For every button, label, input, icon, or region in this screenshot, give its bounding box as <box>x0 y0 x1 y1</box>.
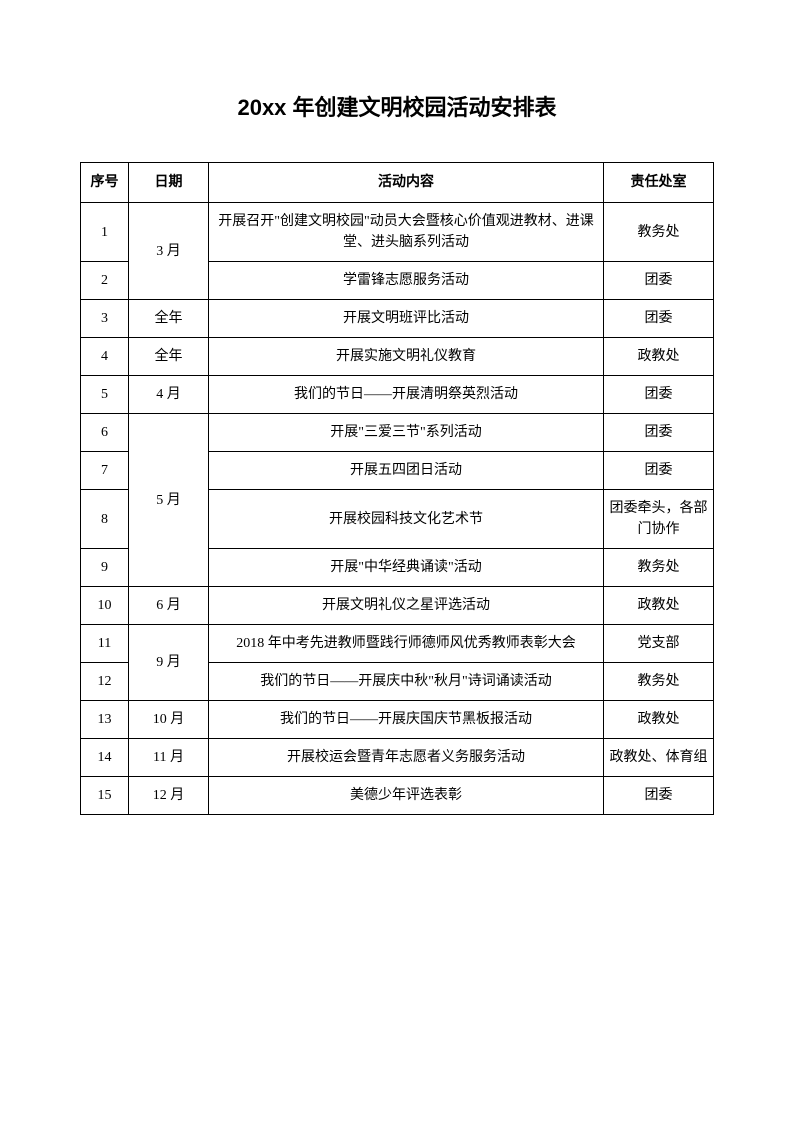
cell-activity: 开展文明礼仪之星评选活动 <box>209 587 604 625</box>
page-title: 20xx 年创建文明校园活动安排表 <box>80 90 714 122</box>
cell-activity: 我们的节日——开展庆国庆节黑板报活动 <box>209 701 604 739</box>
cell-dept: 团委 <box>604 452 714 490</box>
cell-date: 全年 <box>129 300 209 338</box>
cell-date: 3 月 <box>129 203 209 300</box>
cell-dept: 教务处 <box>604 203 714 262</box>
table-row: 1411 月开展校运会暨青年志愿者义务服务活动政教处、体育组 <box>81 739 714 777</box>
cell-idx: 11 <box>81 625 129 663</box>
cell-date: 10 月 <box>129 701 209 739</box>
cell-idx: 3 <box>81 300 129 338</box>
cell-date: 6 月 <box>129 587 209 625</box>
cell-date: 4 月 <box>129 376 209 414</box>
cell-activity: 我们的节日——开展清明祭英烈活动 <box>209 376 604 414</box>
table-row: 1310 月我们的节日——开展庆国庆节黑板报活动政教处 <box>81 701 714 739</box>
cell-dept: 团委 <box>604 262 714 300</box>
cell-dept: 团委 <box>604 414 714 452</box>
cell-idx: 5 <box>81 376 129 414</box>
cell-idx: 14 <box>81 739 129 777</box>
cell-idx: 7 <box>81 452 129 490</box>
cell-dept: 教务处 <box>604 663 714 701</box>
cell-date: 12 月 <box>129 777 209 815</box>
cell-activity: 我们的节日——开展庆中秋"秋月"诗词诵读活动 <box>209 663 604 701</box>
table-body: 13 月开展召开"创建文明校园"动员大会暨核心价值观进教材、进课堂、进头脑系列活… <box>81 203 714 815</box>
cell-date: 11 月 <box>129 739 209 777</box>
cell-activity: 开展实施文明礼仪教育 <box>209 338 604 376</box>
cell-date: 5 月 <box>129 414 209 587</box>
col-header-date: 日期 <box>129 163 209 203</box>
cell-activity: 学雷锋志愿服务活动 <box>209 262 604 300</box>
cell-activity: 开展五四团日活动 <box>209 452 604 490</box>
table-row: 4全年开展实施文明礼仪教育政教处 <box>81 338 714 376</box>
cell-idx: 6 <box>81 414 129 452</box>
col-header-activity: 活动内容 <box>209 163 604 203</box>
cell-dept: 团委 <box>604 300 714 338</box>
cell-dept: 政教处 <box>604 338 714 376</box>
cell-dept: 团委 <box>604 376 714 414</box>
cell-idx: 15 <box>81 777 129 815</box>
cell-activity: 美德少年评选表彰 <box>209 777 604 815</box>
cell-dept: 团委牵头，各部门协作 <box>604 490 714 549</box>
cell-activity: 开展召开"创建文明校园"动员大会暨核心价值观进教材、进课堂、进头脑系列活动 <box>209 203 604 262</box>
col-header-idx: 序号 <box>81 163 129 203</box>
cell-idx: 8 <box>81 490 129 549</box>
document-page: 20xx 年创建文明校园活动安排表 序号 日期 活动内容 责任处室 13 月开展… <box>0 0 794 875</box>
cell-idx: 4 <box>81 338 129 376</box>
cell-activity: 开展校运会暨青年志愿者义务服务活动 <box>209 739 604 777</box>
cell-idx: 13 <box>81 701 129 739</box>
table-header-row: 序号 日期 活动内容 责任处室 <box>81 163 714 203</box>
cell-idx: 10 <box>81 587 129 625</box>
cell-dept: 团委 <box>604 777 714 815</box>
table-row: 106 月开展文明礼仪之星评选活动政教处 <box>81 587 714 625</box>
cell-idx: 9 <box>81 549 129 587</box>
cell-idx: 2 <box>81 262 129 300</box>
table-row: 3全年开展文明班评比活动团委 <box>81 300 714 338</box>
col-header-dept: 责任处室 <box>604 163 714 203</box>
cell-dept: 政教处 <box>604 587 714 625</box>
table-row: 54 月我们的节日——开展清明祭英烈活动团委 <box>81 376 714 414</box>
cell-activity: 开展"中华经典诵读"活动 <box>209 549 604 587</box>
cell-activity: 2018 年中考先进教师暨践行师德师风优秀教师表彰大会 <box>209 625 604 663</box>
table-row: 119 月2018 年中考先进教师暨践行师德师风优秀教师表彰大会党支部 <box>81 625 714 663</box>
cell-idx: 12 <box>81 663 129 701</box>
cell-activity: 开展"三爱三节"系列活动 <box>209 414 604 452</box>
table-row: 13 月开展召开"创建文明校园"动员大会暨核心价值观进教材、进课堂、进头脑系列活… <box>81 203 714 262</box>
cell-activity: 开展校园科技文化艺术节 <box>209 490 604 549</box>
cell-date: 9 月 <box>129 625 209 701</box>
schedule-table: 序号 日期 活动内容 责任处室 13 月开展召开"创建文明校园"动员大会暨核心价… <box>80 162 714 815</box>
table-row: 65 月开展"三爱三节"系列活动团委 <box>81 414 714 452</box>
table-row: 1512 月美德少年评选表彰团委 <box>81 777 714 815</box>
cell-activity: 开展文明班评比活动 <box>209 300 604 338</box>
cell-idx: 1 <box>81 203 129 262</box>
cell-dept: 政教处、体育组 <box>604 739 714 777</box>
cell-dept: 党支部 <box>604 625 714 663</box>
cell-dept: 政教处 <box>604 701 714 739</box>
cell-date: 全年 <box>129 338 209 376</box>
cell-dept: 教务处 <box>604 549 714 587</box>
